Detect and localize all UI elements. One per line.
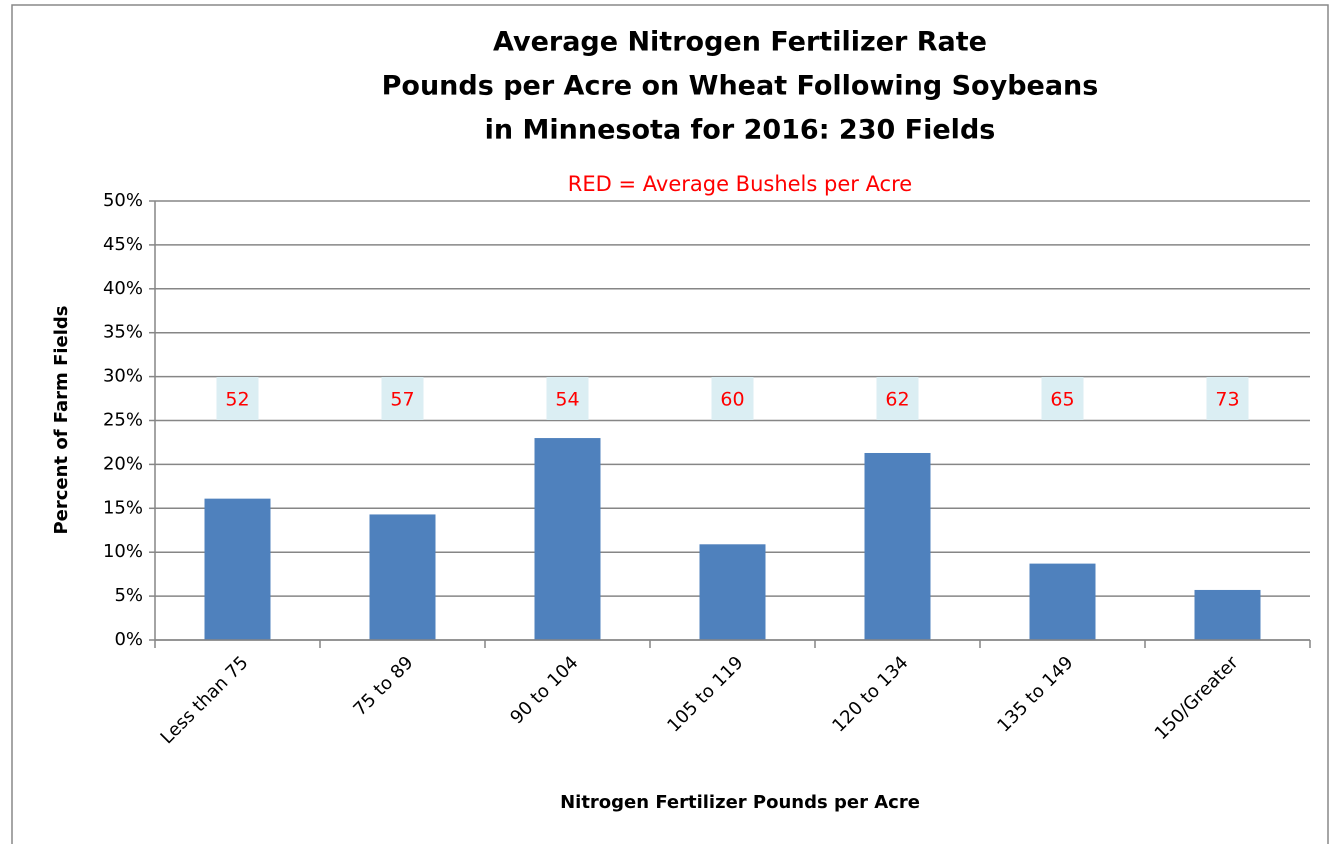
chart-title: Average Nitrogen Fertilizer Rate — [493, 27, 987, 58]
annotation-box — [381, 377, 424, 420]
annotation-box — [1041, 377, 1084, 420]
y-tick-label: 45% — [103, 234, 143, 255]
annotation: 52 — [225, 389, 249, 411]
annotation-box — [711, 377, 754, 420]
annotation: 73 — [1215, 389, 1239, 411]
bar — [204, 498, 271, 640]
annotation: 60 — [720, 389, 744, 411]
annotation-box — [1206, 377, 1249, 420]
annotation-box — [546, 377, 589, 420]
x-axis-label: Nitrogen Fertilizer Pounds per Acre — [560, 792, 920, 813]
annotation: 62 — [885, 389, 909, 411]
y-tick-label: 15% — [103, 497, 143, 518]
y-tick-label: 20% — [103, 453, 143, 474]
y-tick-label: 0% — [114, 629, 143, 650]
chart-subtitle: RED = Average Bushels per Acre — [568, 172, 912, 196]
y-tick-label: 50% — [103, 190, 143, 211]
annotation: 54 — [555, 389, 579, 411]
annotation: 65 — [1050, 389, 1074, 411]
y-tick-label: 5% — [114, 585, 143, 606]
y-tick-label: 35% — [103, 322, 143, 343]
chart-title: Pounds per Acre on Wheat Following Soybe… — [382, 71, 1099, 102]
chart-title: in Minnesota for 2016: 230 Fields — [485, 115, 996, 146]
annotation-box — [876, 377, 919, 420]
annotation: 57 — [390, 389, 414, 411]
chart-frame — [11, 4, 1329, 844]
bar — [369, 514, 436, 640]
y-tick-label: 40% — [103, 278, 143, 299]
bar — [864, 452, 931, 640]
y-axis-label: Percent of Farm Fields — [51, 305, 72, 534]
bar — [1029, 563, 1096, 640]
y-tick-label: 25% — [103, 410, 143, 431]
bar — [1194, 589, 1261, 640]
y-tick-label: 10% — [103, 541, 143, 562]
bar — [699, 544, 766, 640]
annotation-box — [216, 377, 259, 420]
bar — [534, 438, 601, 640]
y-tick-label: 30% — [103, 366, 143, 387]
